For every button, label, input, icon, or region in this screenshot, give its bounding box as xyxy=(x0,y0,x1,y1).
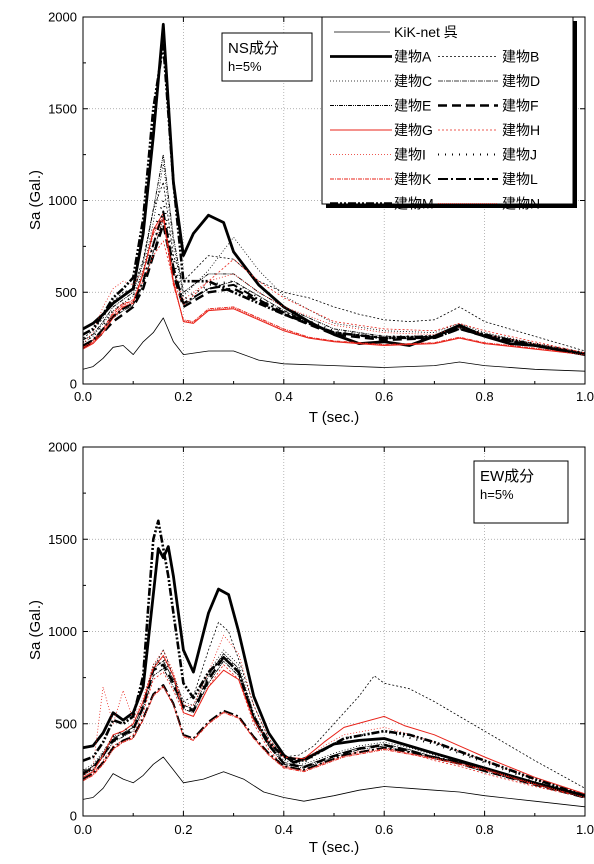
series-building-b xyxy=(83,621,585,789)
series-building-k xyxy=(83,218,585,356)
legend-label: 建物K xyxy=(394,171,432,187)
chart-panel-ns: 0.0 0.2 0.4 0.6 0.8 1.0 0 500 1000 1500 2000 T (sec… xyxy=(27,10,594,427)
annotation-component: NS成分 xyxy=(228,40,279,57)
legend-label: 建物L xyxy=(502,171,538,187)
legend-label: 建物M xyxy=(394,196,434,212)
annotation-box xyxy=(221,32,313,82)
y-tick-label: 0 xyxy=(70,377,77,392)
series-building-m xyxy=(83,519,585,797)
x-tick-label: 1.0 xyxy=(576,389,594,404)
legend-label: 建物G xyxy=(394,122,433,138)
x-tick-label: 0.0 xyxy=(74,822,92,837)
y-tick-label: 1500 xyxy=(48,101,77,116)
legend-label: KiK-net 呉 xyxy=(394,24,458,40)
x-tick-label: 0.2 xyxy=(174,389,192,404)
legend-label: 建物I xyxy=(394,147,426,163)
y-tick-label: 2000 xyxy=(48,440,77,455)
legend-label: 建物A xyxy=(394,49,432,65)
x-axis-label: T (sec.) xyxy=(309,839,360,856)
legend-label: 建物J xyxy=(502,147,537,163)
series-building-g xyxy=(83,212,585,356)
series-building-h xyxy=(83,240,585,354)
x-tick-label: 1.0 xyxy=(576,822,594,837)
series-building-k xyxy=(83,686,585,798)
x-tick-label: 0.2 xyxy=(174,822,192,837)
y-tick-label: 500 xyxy=(55,716,77,731)
series-kiknet xyxy=(83,756,585,808)
y-tick-label: 1500 xyxy=(48,532,77,547)
legend-label: 建物N xyxy=(502,196,540,212)
y-tick-label: 2000 xyxy=(48,10,77,25)
x-tick-label: 0.6 xyxy=(375,389,393,404)
y-tick-label: 1000 xyxy=(48,193,77,208)
legend-label: 建物E xyxy=(394,98,431,114)
series-building-n xyxy=(83,685,585,798)
legend-label: 建物F xyxy=(502,98,539,114)
series-building-j xyxy=(83,199,585,354)
x-tick-label: 0.4 xyxy=(275,389,293,404)
series-building-l xyxy=(83,210,585,356)
series-building-a xyxy=(83,545,585,798)
legend-label: 建物D xyxy=(502,73,540,89)
x-tick-label: 0.6 xyxy=(375,822,393,837)
series-building-f xyxy=(83,656,585,799)
x-axis-label: T (sec.) xyxy=(309,409,360,426)
x-tick-label: 0.8 xyxy=(476,822,494,837)
y-tick-label: 1000 xyxy=(48,624,77,639)
y-axis-label: Sa (Gal.) xyxy=(27,170,44,230)
chart-panel-ew: 0.0 0.2 0.4 0.6 0.8 1.0 0 500 1000 1500 2000 T (sec… xyxy=(27,440,594,857)
y-tick-label: 500 xyxy=(55,285,77,300)
series-group xyxy=(83,22,585,372)
legend-box xyxy=(321,16,574,205)
series-building-d xyxy=(83,653,585,798)
annotation-box xyxy=(473,460,569,524)
x-tick-label: 0.0 xyxy=(74,389,92,404)
legend-label: 建物B xyxy=(502,49,539,65)
legend-label: 建物H xyxy=(502,122,540,138)
series-building-b xyxy=(83,181,585,352)
series-building-f xyxy=(83,223,585,356)
annotation-component: EW成分 xyxy=(480,468,534,485)
x-tick-label: 0.4 xyxy=(275,822,293,837)
series-building-i xyxy=(83,634,585,795)
series-group xyxy=(83,519,585,808)
series-building-m xyxy=(83,43,585,356)
series-building-c xyxy=(83,163,585,354)
legend-label: 建物C xyxy=(394,73,432,89)
series-kiknet xyxy=(83,317,585,372)
x-tick-label: 0.8 xyxy=(476,389,494,404)
annotation-damping: h=5% xyxy=(480,487,514,502)
series-building-l xyxy=(83,684,585,799)
y-axis-label: Sa (Gal.) xyxy=(27,600,44,660)
series-building-i xyxy=(83,218,585,354)
annotation-damping: h=5% xyxy=(228,59,262,74)
y-tick-label: 0 xyxy=(70,809,77,824)
